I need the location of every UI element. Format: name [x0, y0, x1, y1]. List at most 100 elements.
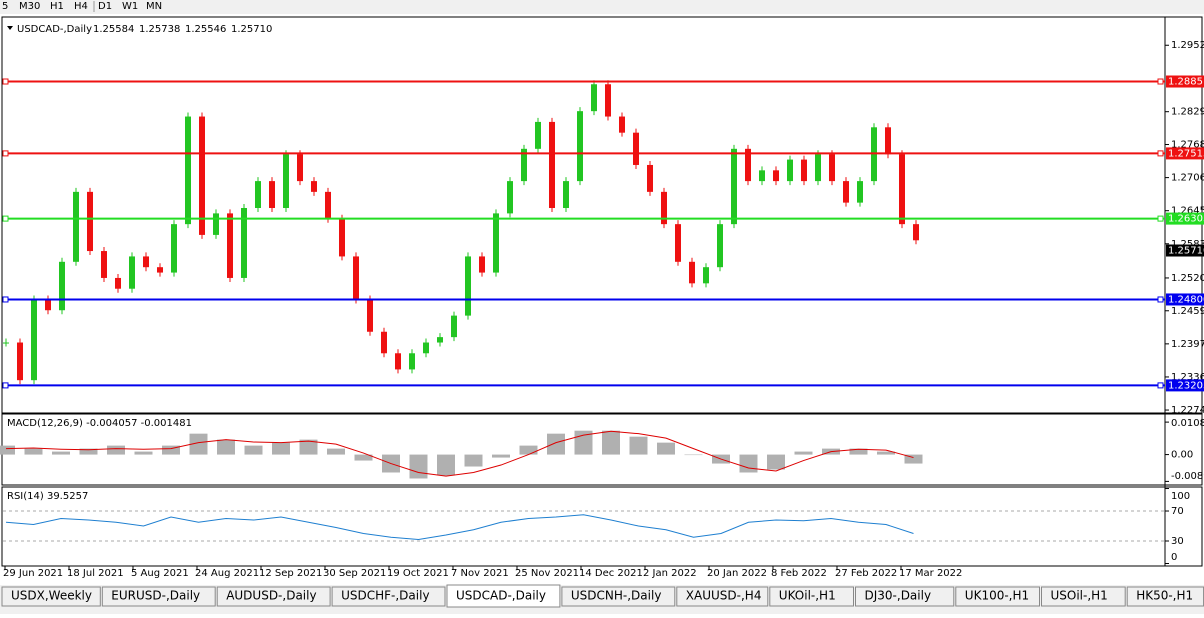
level-label: 1.23203 [1168, 380, 1204, 391]
macd-bar [244, 445, 263, 455]
candle [73, 191, 79, 262]
tab-label: USDCAD-,Daily [456, 589, 546, 603]
candle [87, 191, 93, 252]
candle [605, 84, 611, 117]
symbol-tab[interactable]: UK100-,H1 [955, 586, 1040, 607]
symbol-tab[interactable]: HK50-,H1 [1126, 586, 1204, 607]
candle [395, 353, 401, 370]
candle [227, 213, 233, 278]
macd-bar [492, 454, 510, 458]
candle [535, 121, 541, 149]
macd-bar [794, 451, 813, 455]
candle [339, 218, 345, 257]
macd-bar [877, 451, 895, 455]
macd-bar [767, 454, 785, 470]
ohlc-readout: 1.25584 [93, 24, 134, 35]
timeframe-button[interactable]: H4 [74, 1, 88, 12]
tab-label: HK50-,H1 [1136, 589, 1193, 603]
y-tick-label: 0 [1171, 552, 1177, 563]
timeframe-button[interactable]: MN [146, 1, 162, 12]
timeframe-button[interactable]: W1 [122, 1, 138, 12]
tab-background [676, 586, 769, 607]
symbol-tab[interactable]: USDCAD-,Daily [446, 584, 561, 608]
symbol-tab[interactable]: XAUUSD-,H4 [676, 586, 769, 607]
candle [829, 154, 835, 182]
macd-bar [327, 448, 345, 455]
y-tick-label: 1.24590 [1171, 306, 1204, 317]
macd-bar [629, 436, 648, 455]
level-label: 1.26303 [1168, 214, 1204, 225]
candle [731, 148, 737, 225]
candle [563, 181, 569, 209]
candle [493, 213, 499, 273]
y-tick-label: 1.25200 [1171, 273, 1204, 284]
candle [591, 84, 597, 112]
x-tick-label: 30 Sep 2021 [323, 568, 386, 579]
chart-title: USDCAD-,Daily [17, 24, 92, 35]
y-tick-label: 1.27065 [1171, 173, 1204, 184]
candle [857, 181, 863, 203]
macd-bar [684, 454, 703, 456]
timeframe-label: H1 [50, 1, 64, 12]
macd-bar [657, 442, 675, 455]
current-price-label: 1.25710 [1168, 246, 1204, 257]
symbol-tab[interactable]: EURUSD-,Daily [101, 586, 216, 607]
timeframe-label: H4 [74, 1, 88, 12]
level-label-bg [1166, 293, 1204, 306]
symbol-tab[interactable]: UKOil-,H1 [769, 586, 854, 607]
tab-label: USOil-,H1 [1051, 589, 1108, 603]
x-tick-label: 24 Aug 2021 [195, 568, 259, 579]
candle [619, 116, 625, 133]
symbol-tab[interactable]: USDCNH-,Daily [561, 586, 676, 607]
candle [283, 154, 289, 209]
macd-bar [519, 445, 538, 455]
candle [689, 261, 695, 284]
candle [297, 154, 303, 182]
rsi-panel [1, 486, 1203, 567]
level-label-bg [1166, 75, 1204, 88]
ohlc-readout: 1.25710 [231, 24, 272, 35]
macd-bar [24, 448, 43, 455]
x-tick-label: 14 Dec 2021 [579, 568, 643, 579]
macd-bar [217, 439, 235, 455]
timeframe-label: W1 [122, 1, 138, 12]
tab-background [561, 586, 676, 607]
candle [913, 224, 919, 241]
macd-bar [52, 451, 70, 455]
tab-background [446, 584, 561, 608]
timeframe-button[interactable]: M30 [19, 1, 40, 12]
ohlc-readout: 1.25738 [139, 24, 180, 35]
y-tick-label: 0.010869 [1171, 418, 1204, 429]
symbol-tab[interactable]: AUDUSD-,Daily [216, 586, 331, 607]
macd-bar [547, 433, 565, 455]
x-tick-label: 8 Feb 2022 [771, 568, 827, 579]
candle [31, 299, 37, 381]
macd-bar [849, 448, 868, 455]
indicator-title: MACD(12,26,9) -0.004057 -0.001481 [7, 418, 192, 429]
candle [577, 111, 583, 182]
current-price-bg [1166, 244, 1204, 257]
candle [143, 256, 149, 268]
timeframe-button[interactable]: D1 [98, 1, 112, 12]
timeframe-button[interactable]: 5 [2, 1, 8, 12]
y-tick-label: 70 [1171, 506, 1184, 517]
timeframe-button[interactable]: H1 [50, 1, 64, 12]
symbol-tab[interactable]: USOil-,H1 [1041, 586, 1126, 607]
indicator-title: RSI(14) 39.5257 [7, 491, 88, 502]
candle [409, 353, 415, 370]
y-tick-label: 0.00 [1171, 450, 1193, 461]
symbol-tab[interactable]: USDCHF-,Daily [331, 586, 446, 607]
tab-background [855, 586, 955, 607]
candle [101, 251, 107, 278]
candle [367, 299, 373, 332]
candle [423, 342, 429, 354]
symbol-tab[interactable]: USDX,Weekly [1, 586, 101, 607]
candle [745, 148, 751, 182]
x-tick-label: 2 Jan 2022 [643, 568, 697, 579]
macd-bar [602, 430, 620, 455]
candle [661, 191, 667, 225]
symbol-tab[interactable]: DJ30-,Daily [855, 586, 955, 607]
candle [451, 315, 457, 338]
macd-bar [299, 439, 318, 455]
